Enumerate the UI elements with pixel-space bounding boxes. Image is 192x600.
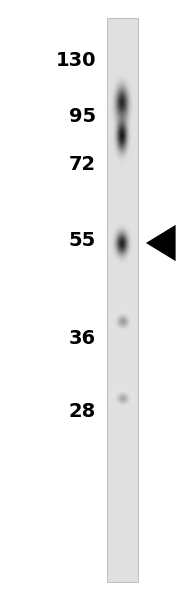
Text: 130: 130 xyxy=(55,50,96,70)
Text: 72: 72 xyxy=(69,155,96,175)
Text: 55: 55 xyxy=(69,230,96,250)
Text: 36: 36 xyxy=(69,329,96,349)
Polygon shape xyxy=(146,225,176,261)
Text: 95: 95 xyxy=(69,107,96,127)
Bar xyxy=(107,18,138,582)
Text: 28: 28 xyxy=(69,401,96,421)
